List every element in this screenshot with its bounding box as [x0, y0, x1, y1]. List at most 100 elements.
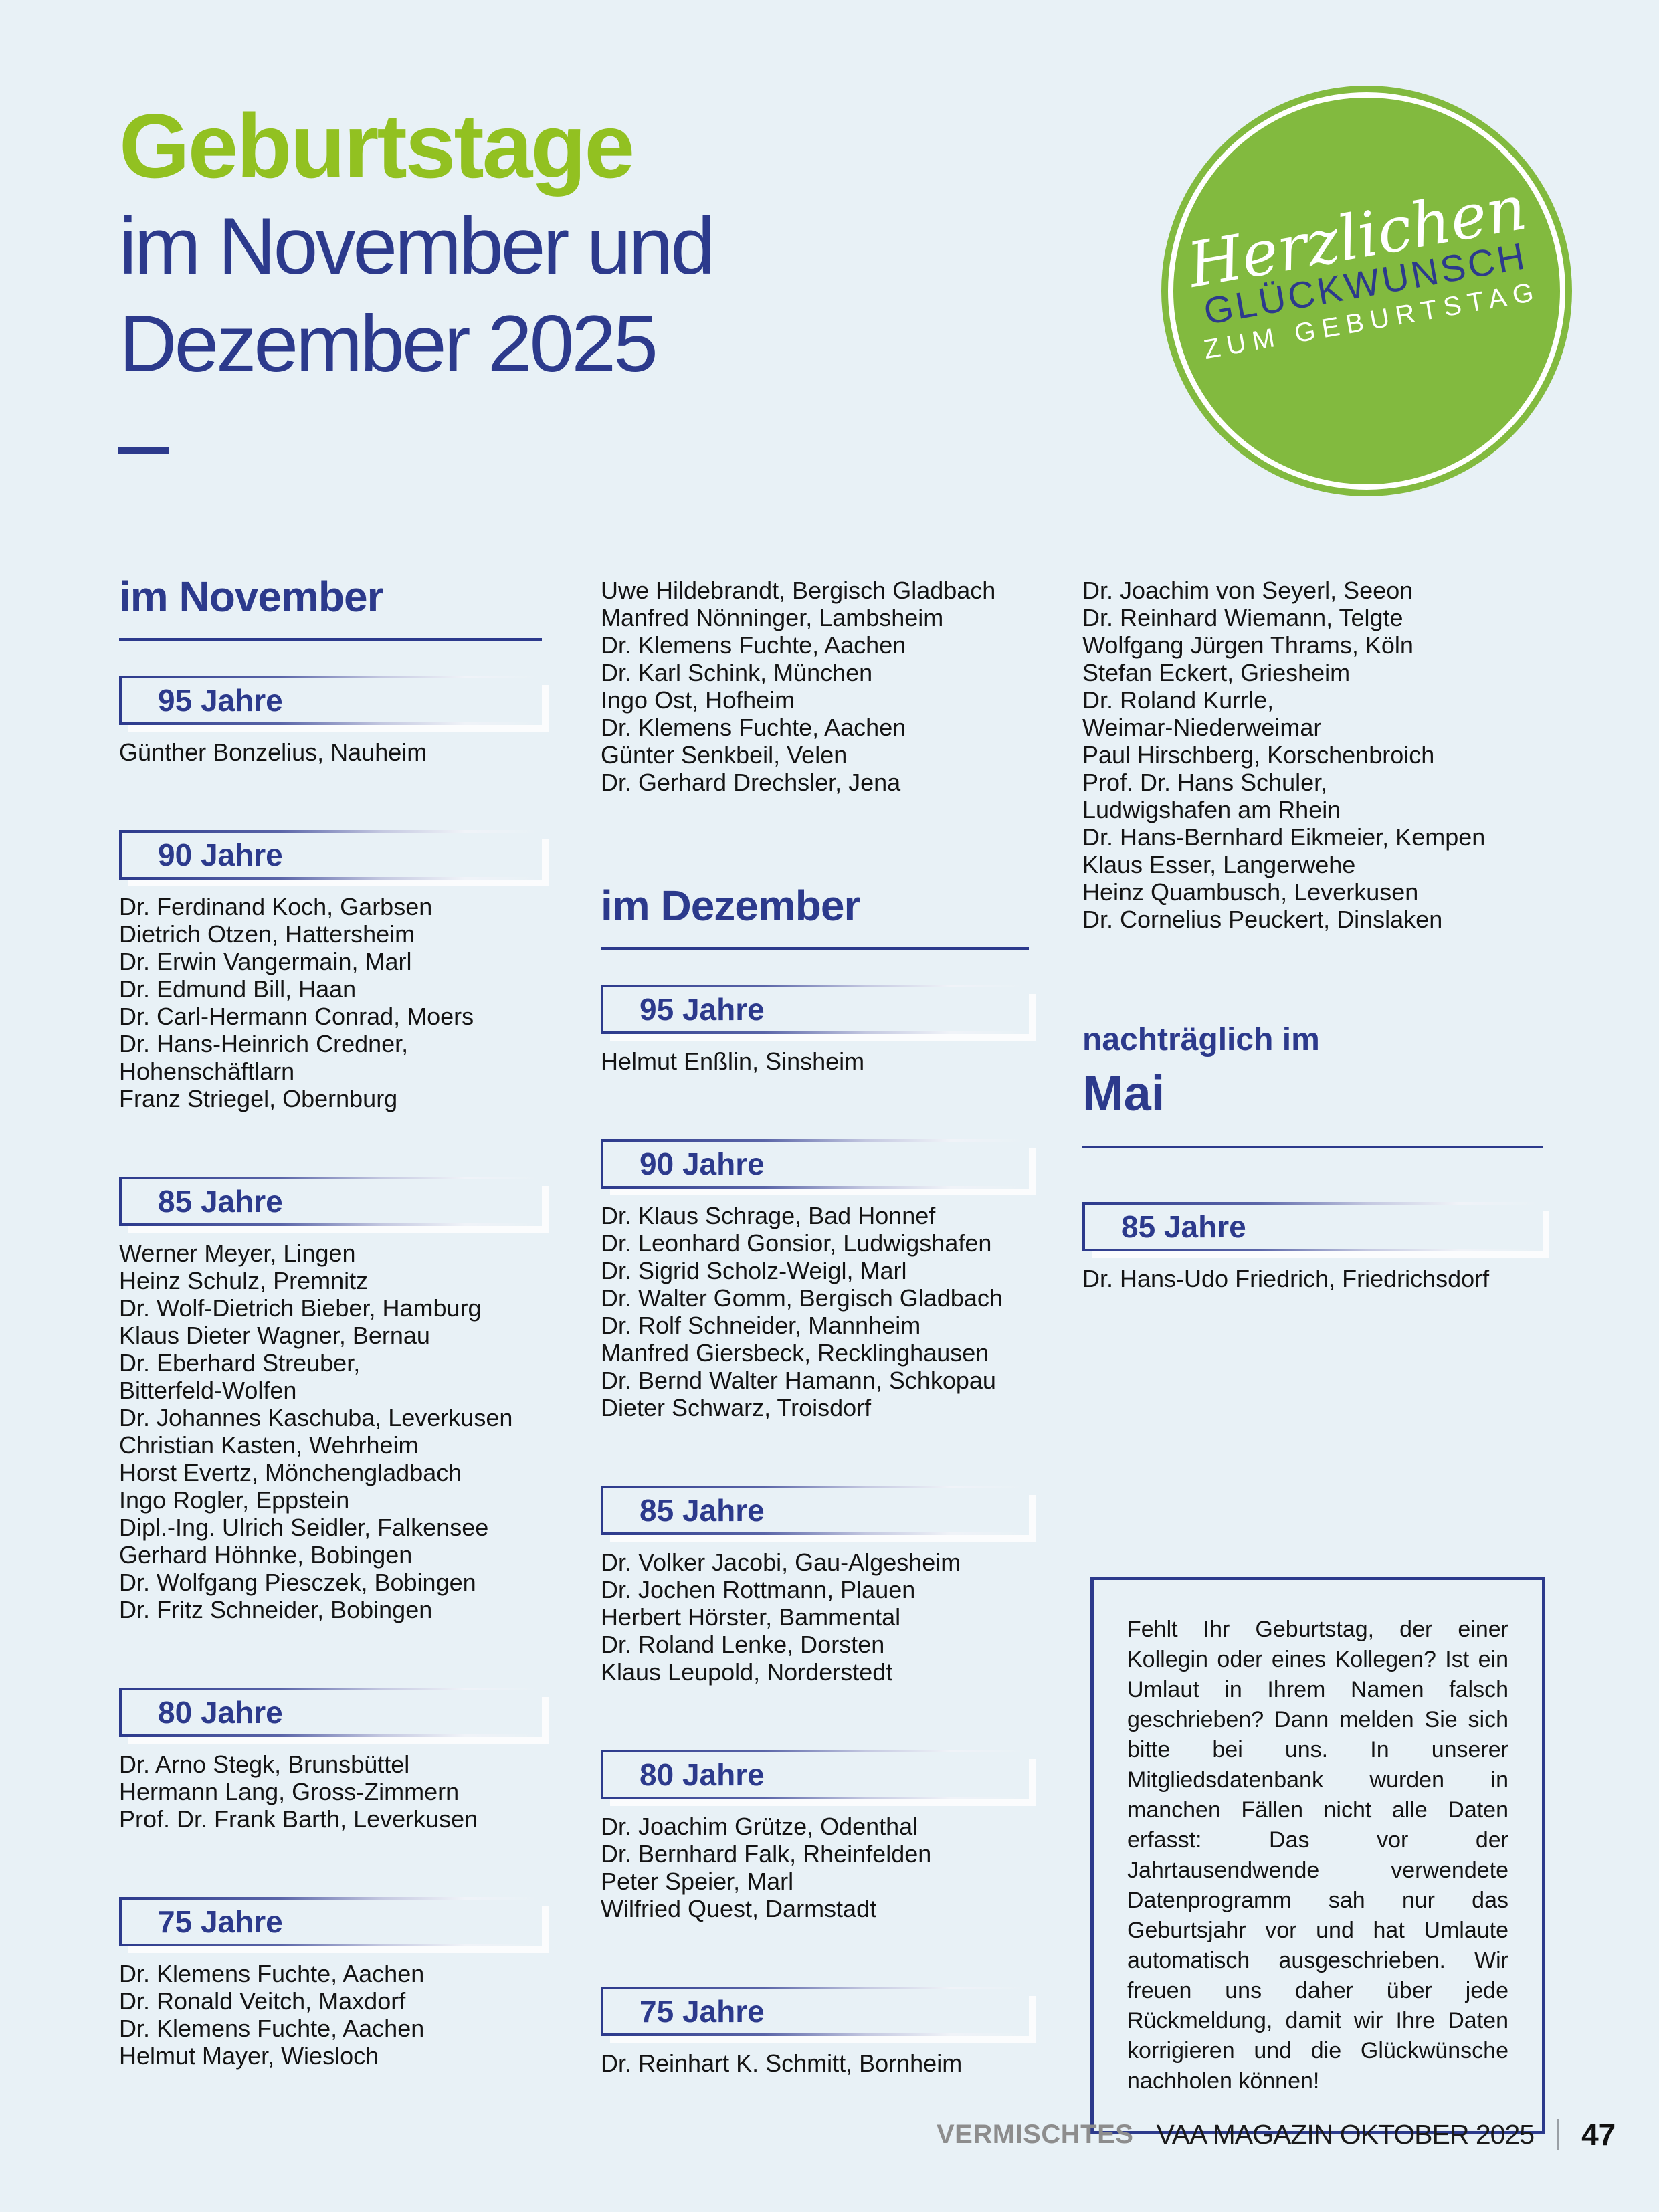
- name-entry: Günter Senkbeil, Velen: [601, 741, 848, 769]
- age-label: 95 Jahre: [158, 683, 283, 718]
- age-label: 90 Jahre: [640, 1146, 765, 1181]
- name-entry: Dr. Gerhard Drechsler, Jena: [601, 769, 901, 796]
- section-rule: [1082, 1146, 1543, 1148]
- name-list-continued: Uwe Hildebrandt, Bergisch Gladbach Manfre…: [601, 577, 1029, 796]
- age-label: 90 Jahre: [158, 837, 283, 872]
- info-text: Fehlt Ihr Geburtstag, der einer Kollegin…: [1127, 1617, 1508, 2094]
- name-entry: Dr. Erwin Vangermain, Marl: [119, 948, 412, 975]
- name-entry: Manfred Giersbeck, Recklinghausen: [601, 1339, 989, 1367]
- age-label: 85 Jahre: [640, 1493, 765, 1528]
- column-november: im November 95 Jahre Günther Bonzelius, …: [119, 574, 542, 2070]
- column-nachtrag: Dr. Joachim von Seyerl, Seeon Dr. Reinhar…: [1082, 574, 1545, 2134]
- age-label: 75 Jahre: [158, 1904, 283, 1939]
- age-group: 90 Jahre Dr. Klaus Schrage, Bad Honnef Dr…: [601, 1139, 1029, 1421]
- age-group: 95 Jahre Günther Bonzelius, Nauheim: [119, 676, 542, 766]
- age-badge: 85 Jahre: [1082, 1202, 1543, 1251]
- column-dezember: Uwe Hildebrandt, Bergisch Gladbach Manfre…: [601, 574, 1029, 2077]
- name-entry: Helmut Enßlin, Sinsheim: [601, 1047, 865, 1075]
- section-heading: im November: [119, 573, 383, 621]
- name-list-continued: Dr. Joachim von Seyerl, Seeon Dr. Reinhar…: [1082, 577, 1543, 933]
- name-entry: Dr. Fritz Schneider, Bobingen: [119, 1596, 433, 1623]
- section-subheading: nachträglich im: [1082, 1022, 1320, 1058]
- title-dash: [118, 447, 169, 454]
- name-entry: Heinz Quambusch, Leverkusen: [1082, 878, 1419, 906]
- age-group: 80 Jahre Dr. Joachim Grütze, Odenthal Dr.…: [601, 1750, 1029, 1922]
- name-entry: Dipl.-Ing. Ulrich Seidler, Falkensee: [119, 1514, 489, 1541]
- name-entry: Dr. Klemens Fuchte, Aachen: [119, 2015, 425, 2042]
- name-entry: Weimar-Niederweimar: [1082, 714, 1322, 741]
- name-entry: Klaus Leupold, Norderstedt: [601, 1658, 893, 1686]
- name-entry: Dr. Hans-Bernhard Eikmeier, Kempen: [1082, 823, 1486, 851]
- age-label: 75 Jahre: [640, 1994, 765, 2029]
- name-entry: Dr. Joachim Grütze, Odenthal: [601, 1813, 918, 1840]
- name-entry: Dr. Carl-Hermann Conrad, Moers: [119, 1003, 474, 1030]
- name-list: Werner Meyer, Lingen Heinz Schulz, Premni…: [119, 1239, 542, 1623]
- name-entry: Dr. Reinhard Wiemann, Telgte: [1082, 604, 1403, 631]
- page-title: Geburtstage: [119, 95, 635, 197]
- age-label: 80 Jahre: [158, 1695, 283, 1730]
- name-entry: Dr. Joachim von Seyerl, Seeon: [1082, 577, 1413, 604]
- name-entry: Dr. Leonhard Gonsior, Ludwigshafen: [601, 1229, 992, 1257]
- name-entry: Dr. Karl Schink, München: [601, 659, 873, 686]
- name-entry: Bitterfeld-Wolfen: [119, 1377, 297, 1404]
- name-entry: Dr. Hans-Udo Friedrich, Friedrichsdorf: [1082, 1265, 1490, 1292]
- info-box: Fehlt Ihr Geburtstag, der einer Kollegin…: [1090, 1577, 1545, 2134]
- page-subtitle-line1: im November und: [119, 201, 715, 291]
- age-label: 95 Jahre: [640, 992, 765, 1027]
- name-entry: Wilfried Quest, Darmstadt: [601, 1895, 877, 1922]
- age-group: 95 Jahre Helmut Enßlin, Sinsheim: [601, 985, 1029, 1075]
- section-rule: [119, 638, 542, 641]
- footer-page-number: 47: [1581, 2117, 1616, 2152]
- name-entry: Helmut Mayer, Wiesloch: [119, 2042, 379, 2070]
- name-entry: Gerhard Höhnke, Bobingen: [119, 1541, 413, 1569]
- name-entry: Heinz Schulz, Premnitz: [119, 1267, 369, 1294]
- name-entry: Dr. Bernd Walter Hamann, Schkopau: [601, 1367, 996, 1394]
- age-badge: 75 Jahre: [601, 1987, 1029, 2036]
- name-entry: Dr. Eberhard Streuber,: [119, 1349, 361, 1377]
- name-entry: Paul Hirschberg, Korschenbroich: [1082, 741, 1435, 769]
- age-badge: 75 Jahre: [119, 1897, 542, 1946]
- section: im November: [119, 574, 542, 641]
- age-group: 80 Jahre Dr. Arno Stegk, Brunsbüttel Herm…: [119, 1688, 542, 1833]
- age-label: 80 Jahre: [640, 1757, 765, 1792]
- name-list: Dr. Klaus Schrage, Bad Honnef Dr. Leonhar…: [601, 1202, 1029, 1421]
- name-entry: Dr. Volker Jacobi, Gau-Algesheim: [601, 1548, 961, 1576]
- name-list: Dr. Klemens Fuchte, Aachen Dr. Ronald Vei…: [119, 1960, 542, 2070]
- footer-section-label: VERMISCHTES: [937, 2119, 1134, 2149]
- name-entry: Dr. Walter Gomm, Bergisch Gladbach: [601, 1284, 1003, 1312]
- name-list: Dr. Reinhart K. Schmitt, Bornheim: [601, 2049, 1029, 2077]
- age-group: 75 Jahre Dr. Reinhart K. Schmitt, Bornhe…: [601, 1987, 1029, 2077]
- age-badge: 85 Jahre: [119, 1177, 542, 1226]
- name-entry: Dr. Arno Stegk, Brunsbüttel: [119, 1750, 410, 1778]
- name-entry: Dieter Schwarz, Troisdorf: [601, 1394, 872, 1421]
- name-list: Helmut Enßlin, Sinsheim: [601, 1047, 1029, 1075]
- name-entry: Herbert Hörster, Bammental: [601, 1603, 901, 1631]
- section: im Dezember: [601, 883, 1029, 950]
- name-entry: Dr. Reinhart K. Schmitt, Bornheim: [601, 2049, 963, 2077]
- name-entry: Manfred Nönninger, Lambsheim: [601, 604, 944, 631]
- stamp-text: Herzlichen GLÜCKWUNSCH ZUM GEBURTSTAG: [1125, 33, 1601, 509]
- name-entry: Dr. Klemens Fuchte, Aachen: [601, 631, 906, 659]
- age-label: 85 Jahre: [1121, 1209, 1246, 1244]
- name-entry: Franz Striegel, Obernburg: [119, 1085, 398, 1112]
- section-rule: [601, 947, 1029, 950]
- age-badge: 80 Jahre: [119, 1688, 542, 1737]
- name-list: Günther Bonzelius, Nauheim: [119, 738, 542, 766]
- age-badge: 90 Jahre: [119, 830, 542, 880]
- name-entry: Prof. Dr. Frank Barth, Leverkusen: [119, 1805, 478, 1833]
- name-entry: Horst Evertz, Mönchengladbach: [119, 1459, 462, 1486]
- name-entry: Wolfgang Jürgen Thrams, Köln: [1082, 631, 1413, 659]
- name-entry: Ludwigshafen am Rhein: [1082, 796, 1341, 823]
- name-entry: Dr. Klemens Fuchte, Aachen: [119, 1960, 425, 1987]
- name-entry: Dr. Roland Kurrle,: [1082, 686, 1274, 714]
- section-heading: Mai: [1082, 1066, 1165, 1121]
- page-title-block: Geburtstage im November und Dezember 202…: [119, 95, 715, 388]
- age-group: 85 Jahre Werner Meyer, Lingen Heinz Schul…: [119, 1177, 542, 1623]
- name-list: Dr. Hans-Udo Friedrich, Friedrichsdorf: [1082, 1265, 1543, 1292]
- age-badge: 95 Jahre: [119, 676, 542, 725]
- name-entry: Dr. Ronald Veitch, Maxdorf: [119, 1987, 406, 2015]
- section-nachtraeglich: nachträglich im Mai: [1082, 1021, 1543, 1148]
- name-entry: Dr. Hans-Heinrich Credner,: [119, 1030, 409, 1058]
- name-entry: Dr. Ferdinand Koch, Garbsen: [119, 893, 433, 920]
